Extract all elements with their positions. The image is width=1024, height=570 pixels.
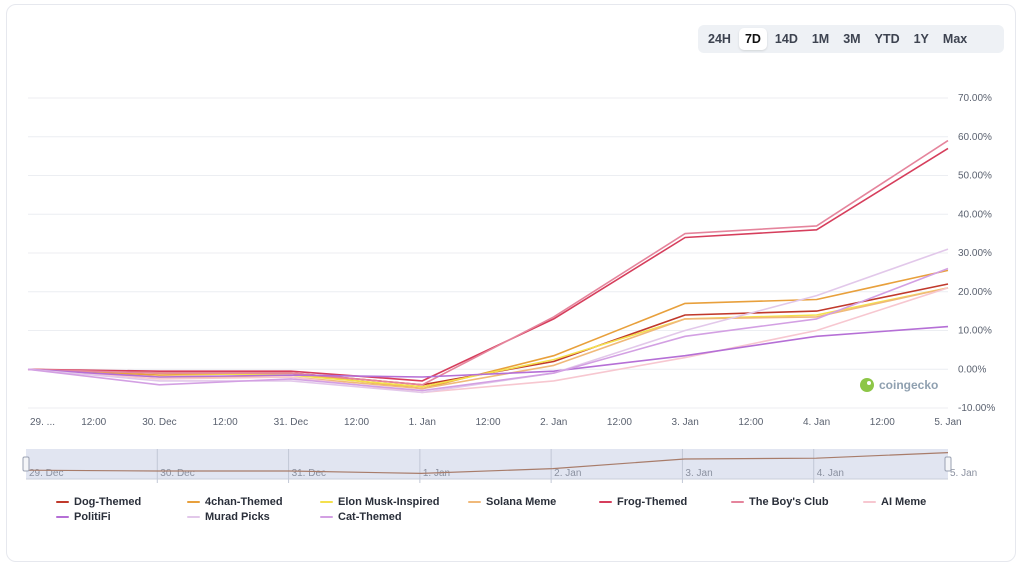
navigator-tick-label: 2. Jan (554, 468, 581, 479)
chart-legend: Dog-Themed 4chan-Themed Elon Musk-Inspired… (56, 494, 996, 524)
legend-label: Elon Musk-Inspired (338, 495, 440, 508)
x-tick-label: 12:00 (344, 417, 369, 428)
navigator-tick-label: 3. Jan (685, 468, 712, 479)
y-tick-label: 50.00% (958, 171, 992, 182)
coingecko-watermark: coingecko (860, 378, 938, 392)
x-tick-label: 2. Jan (540, 417, 567, 428)
series-line-frog-themed (27, 147, 949, 382)
legend-swatch (320, 500, 333, 503)
range-button-24h[interactable]: 24H (708, 32, 731, 46)
series-line-politifi (27, 325, 949, 378)
navigator-tick-label: 1. Jan (423, 468, 450, 479)
y-tick-label: 10.00% (958, 326, 992, 337)
coingecko-logo-icon (860, 378, 874, 392)
legend-swatch (599, 500, 612, 503)
legend-swatch (187, 515, 200, 518)
navigator-tick-label: 5. Jan (950, 468, 977, 479)
legend-label: Dog-Themed (74, 495, 142, 508)
legend-label: AI Meme (881, 495, 927, 508)
time-range-selector: 24H 7D 14D 1M 3M YTD 1Y Max (698, 25, 1004, 53)
navigator-tick-label: 30. Dec (160, 468, 194, 479)
legend-item-frog-themed[interactable]: Frog-Themed (599, 494, 731, 509)
legend-row: PolitiFi Murad Picks Cat-Themed (56, 509, 996, 524)
x-tick-label: 12:00 (738, 417, 763, 428)
legend-item-ai-meme[interactable]: AI Meme (863, 494, 973, 509)
legend-item-dog-themed[interactable]: Dog-Themed (56, 494, 187, 509)
series-line-cat-themed (27, 267, 949, 392)
legend-label: 4chan-Themed (205, 495, 283, 508)
y-axis-labels: 70.00% 60.00% 50.00% 40.00% 30.00% 20.00% 10.0… (958, 93, 995, 414)
legend-swatch (863, 500, 876, 503)
series-line-murad-picks (27, 248, 949, 394)
x-tick-label: 12:00 (870, 417, 895, 428)
legend-item-cat-themed[interactable]: Cat-Themed (320, 509, 468, 524)
legend-swatch (320, 515, 333, 518)
x-axis-labels: 29. ... 12:00 30. Dec 12:00 31. Dec 12:00 1. J… (30, 417, 962, 428)
x-tick-label: 12:00 (607, 417, 632, 428)
range-button-3m[interactable]: 3M (843, 32, 861, 46)
x-tick-label: 3. Jan (672, 417, 699, 428)
x-tick-label: 29. ... (30, 417, 55, 428)
navigator-tick-label: 4. Jan (817, 468, 844, 479)
y-tick-label: 0.00% (958, 364, 986, 375)
legend-label: Solana Meme (486, 495, 557, 508)
series-lines (27, 139, 949, 394)
legend-label: PolitiFi (74, 510, 111, 523)
x-tick-label: 12:00 (213, 417, 238, 428)
y-tick-label: 20.00% (958, 287, 992, 298)
y-tick-label: 40.00% (958, 209, 992, 220)
range-button-7d[interactable]: 7D (738, 28, 767, 50)
range-button-max[interactable]: Max (942, 32, 968, 46)
y-tick-label: 60.00% (958, 132, 992, 143)
legend-item-the-boy-s-club[interactable]: The Boy's Club (731, 494, 863, 509)
navigator-right-handle[interactable] (944, 456, 952, 472)
series-line-ai-meme (27, 287, 949, 394)
legend-swatch (56, 500, 69, 503)
y-tick-label: -10.00% (958, 403, 995, 414)
x-tick-label: 31. Dec (274, 417, 308, 428)
navigator-left-handle[interactable] (22, 456, 30, 472)
y-tick-label: 30.00% (958, 248, 992, 259)
legend-row: Dog-Themed 4chan-Themed Elon Musk-Inspired… (56, 494, 996, 509)
range-button-1m[interactable]: 1M (811, 32, 830, 46)
grid-lines (28, 97, 948, 409)
watermark-text: coingecko (879, 378, 939, 392)
legend-label: Frog-Themed (617, 495, 688, 508)
series-line-the-boy-s-club (27, 139, 949, 386)
x-tick-label: 30. Dec (142, 417, 176, 428)
legend-label: Murad Picks (205, 510, 270, 523)
legend-item-murad-picks[interactable]: Murad Picks (187, 509, 320, 524)
legend-label: Cat-Themed (338, 510, 402, 523)
range-button-1y[interactable]: 1Y (913, 32, 929, 46)
navigator-selection[interactable] (26, 449, 948, 479)
legend-swatch (56, 515, 69, 518)
legend-label: The Boy's Club (749, 495, 829, 508)
range-navigator[interactable]: 29. Dec 30. Dec 31. Dec 1. Jan 2. Jan 3. Jan 4… (22, 449, 977, 483)
navigator-tick-label: 31. Dec (292, 468, 326, 479)
x-tick-label: 4. Jan (803, 417, 830, 428)
legend-swatch (187, 500, 200, 503)
x-tick-label: 1. Jan (409, 417, 436, 428)
legend-item-elon-musk-inspired[interactable]: Elon Musk-Inspired (320, 494, 468, 509)
legend-item-solana-meme[interactable]: Solana Meme (468, 494, 599, 509)
legend-swatch (731, 500, 744, 503)
legend-item-4chan-themed[interactable]: 4chan-Themed (187, 494, 320, 509)
navigator-tick-label: 29. Dec (29, 468, 63, 479)
series-line-4chan-themed (27, 269, 949, 390)
x-tick-label: 12:00 (81, 417, 106, 428)
x-tick-label: 12:00 (475, 417, 500, 428)
range-button-ytd[interactable]: YTD (874, 32, 900, 46)
legend-item-politifi[interactable]: PolitiFi (56, 509, 187, 524)
legend-swatch (468, 500, 481, 503)
x-tick-label: 5. Jan (934, 417, 961, 428)
y-tick-label: 70.00% (958, 93, 992, 104)
navigator-series-line (25, 452, 949, 475)
range-button-14d[interactable]: 14D (774, 32, 798, 46)
